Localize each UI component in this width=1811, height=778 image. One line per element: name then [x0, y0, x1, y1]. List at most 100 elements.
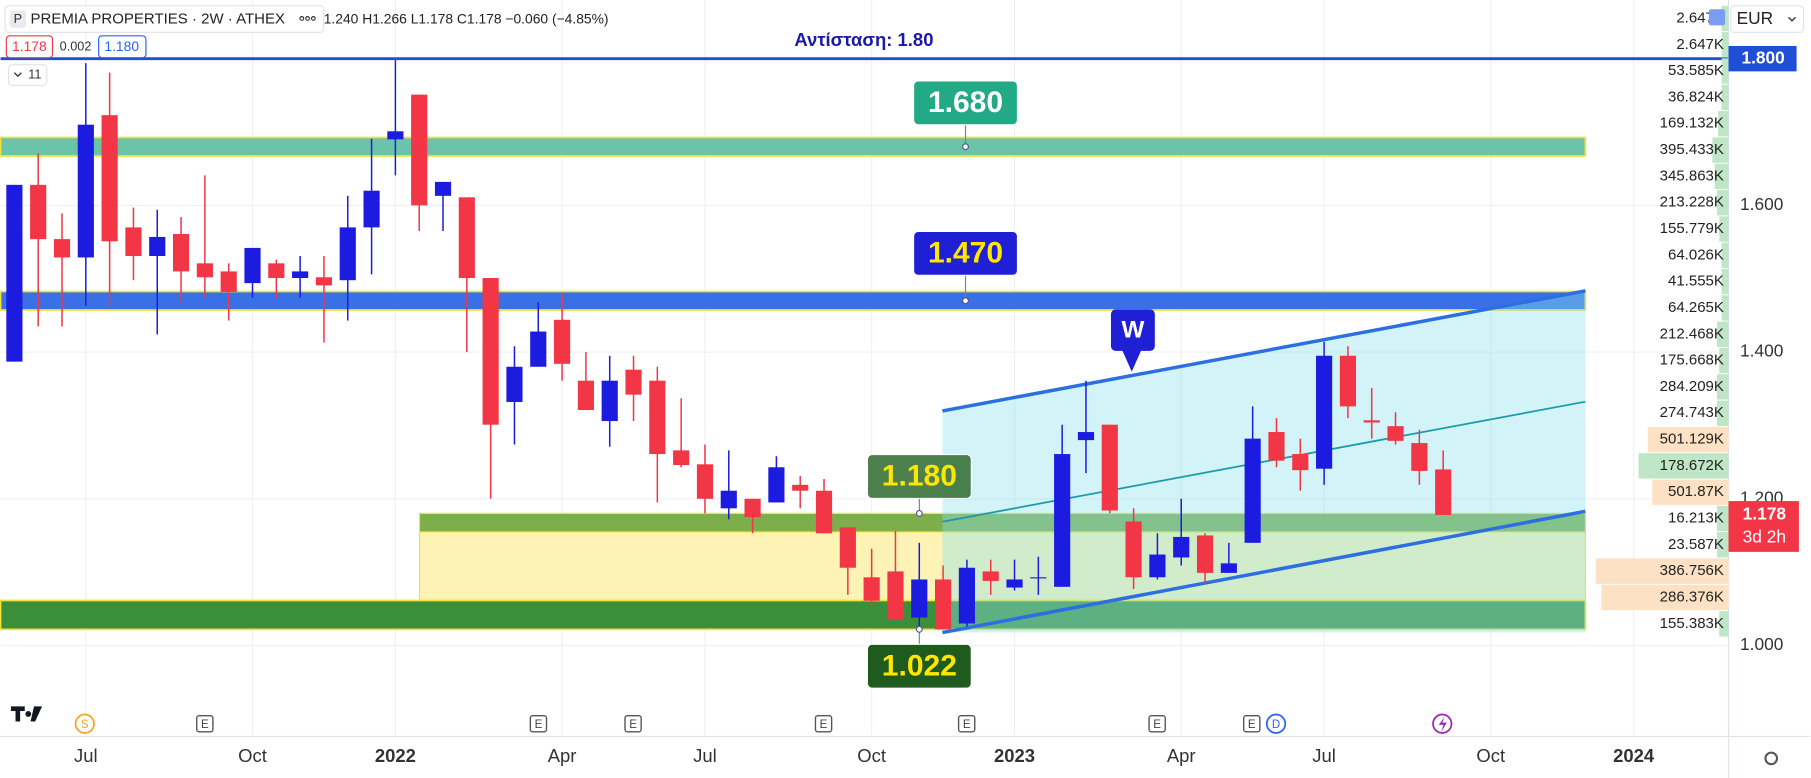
scale-icon[interactable]: [1708, 9, 1726, 26]
level-box: [913, 230, 1019, 276]
volume-profile: 2.647K2.647K53.585K36.824K169.132K395.43…: [1595, 5, 1729, 637]
x-tick-label: Oct: [857, 745, 886, 766]
volume-label: 284.209K: [1660, 378, 1724, 395]
candle-body: [625, 369, 642, 395]
event-label: D: [1272, 719, 1280, 731]
level-annotations: 1.680 1.470 1.180 1.022 W: [866, 80, 1155, 689]
candle-body: [1030, 577, 1047, 579]
candle-body: [53, 239, 71, 258]
more-dot: [299, 16, 305, 21]
level-label: 1.680: [928, 86, 1003, 119]
volume-label: 16.213K: [1668, 509, 1724, 526]
x-tick-label: Jul: [693, 745, 717, 766]
candle-body: [673, 450, 690, 466]
candle-body: [744, 498, 761, 518]
indicators-box[interactable]: [8, 64, 48, 86]
candle-body: [958, 567, 975, 624]
x-axis: Jul Oct 2022 Apr Jul Oct 2023 Apr Jul Oct 2024: [74, 745, 1655, 766]
volume-bar: [1716, 189, 1729, 216]
event-label: E: [820, 719, 828, 731]
event-icon[interactable]: [1148, 714, 1166, 733]
bid-box[interactable]: [5, 35, 54, 59]
last-price-tag: [1728, 501, 1799, 552]
volume-label: 41.555K: [1668, 273, 1724, 290]
volume-label: 274.743K: [1660, 404, 1724, 421]
event-bolt: [1438, 716, 1447, 732]
candle-body: [125, 227, 142, 256]
x-tick-label: Apr: [1167, 745, 1196, 766]
currency-label: EUR: [1737, 8, 1774, 28]
volume-bar: [1716, 321, 1729, 347]
zone-band: [0, 136, 1587, 157]
candle-body: [792, 484, 809, 491]
resistance-tag-label: 1.800: [1741, 47, 1784, 67]
candle-body: [172, 233, 190, 272]
chevron: [1788, 16, 1796, 22]
candle-body: [149, 236, 166, 256]
candle-body: [601, 380, 618, 422]
pattern-label: W: [1121, 317, 1144, 344]
candle-body: [720, 490, 737, 509]
volume-bar: [1718, 111, 1729, 137]
event-icon[interactable]: [1265, 713, 1287, 734]
event-icon[interactable]: [196, 714, 214, 733]
ask-box[interactable]: [98, 35, 147, 59]
y-tick-label: 1.000: [1740, 634, 1783, 654]
volume-label: 36.824K: [1668, 88, 1724, 105]
header: P PREMIA PROPERTIES · 2W · ATHEX 1.240 H1.…: [4, 5, 1805, 86]
currency-box[interactable]: [1730, 5, 1805, 33]
volume-bar: [1601, 584, 1729, 611]
chevron: [13, 72, 22, 78]
pattern-pin: [1110, 309, 1155, 372]
level-label: 1.022: [882, 649, 957, 682]
volume-label: 501.129K: [1660, 431, 1724, 448]
event-icon[interactable]: [957, 714, 976, 733]
volume-label: 345.863K: [1660, 167, 1724, 184]
volume-label: 178.672K: [1660, 457, 1724, 474]
event-label: E: [629, 719, 637, 731]
event-icon[interactable]: [624, 714, 642, 733]
volume-label: 155.383K: [1660, 615, 1724, 632]
candle-body: [1339, 355, 1357, 407]
volume-label: 395.433K: [1660, 141, 1724, 158]
candle-body: [363, 190, 380, 228]
volume-label: 386.756K: [1660, 562, 1724, 579]
event-icon[interactable]: [814, 714, 833, 733]
volume-label: 53.585K: [1668, 62, 1724, 79]
zones: Αντίσταση: 1.80: [0, 29, 1729, 635]
candle-body: [1101, 424, 1118, 511]
volume-bar: [1721, 58, 1729, 84]
candle-body: [1363, 420, 1380, 423]
event-icon[interactable]: [529, 714, 548, 733]
candle-body: [815, 490, 833, 534]
candle-body: [1196, 535, 1214, 573]
candle-body: [1268, 432, 1285, 461]
volume-bar: [1714, 163, 1729, 190]
x-tick-label: Jul: [1312, 745, 1336, 766]
last-price-label: 1.178: [1743, 504, 1787, 524]
symbol-box[interactable]: [4, 5, 325, 33]
candle-body: [1411, 443, 1428, 471]
candle-body: [1149, 554, 1166, 578]
ohlc-legend: 1.240 H1.266 L1.178 C1.178 −0.060 (−4.85…: [324, 10, 609, 26]
candle-body: [863, 577, 880, 601]
volume-bar: [1716, 374, 1729, 400]
settings-icon[interactable]: [1764, 751, 1779, 766]
x-tick-label: 2024: [1613, 745, 1655, 766]
event-icon[interactable]: [74, 713, 95, 734]
ask-price: 1.180: [104, 38, 139, 54]
candle-body: [768, 467, 785, 503]
candle-body: [196, 263, 213, 278]
candle-body: [554, 319, 571, 364]
candle-body: [244, 247, 261, 284]
event-label: E: [963, 719, 971, 731]
volume-bar: [1652, 479, 1729, 505]
channel-line: [942, 289, 1586, 413]
event-label: E: [201, 719, 209, 731]
candle-body: [1387, 426, 1404, 441]
event-icon[interactable]: [1243, 714, 1261, 733]
volume-bar: [1719, 347, 1729, 374]
volume-bar: [1719, 216, 1729, 242]
